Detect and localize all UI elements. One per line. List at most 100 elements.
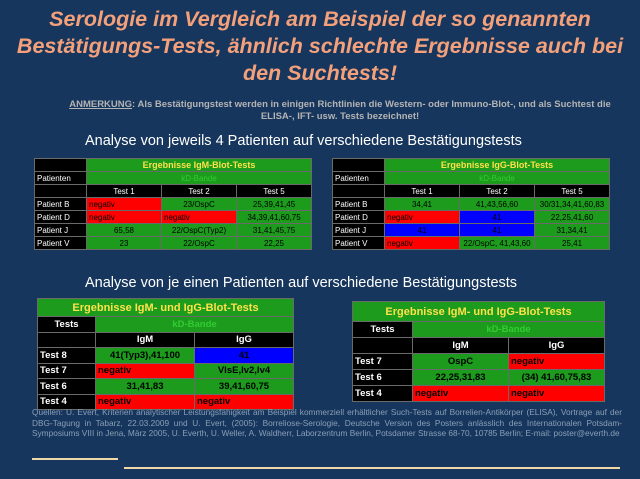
row-label: Patient J	[332, 223, 385, 237]
table-row: Test 6 31,41,83 39,41,60,75	[37, 378, 294, 395]
result-cell: negativ	[95, 393, 195, 410]
table-caption: Ergebnisse IgM- und IgG-Blot-Tests	[352, 301, 605, 322]
table-row: Test 8 41(Typ3),41,100 41	[37, 347, 294, 364]
table-row: Patient B 34,41 41,43,56,60 30/31,34,41,60,…	[332, 197, 611, 211]
result-cell: 22/OspC, 41,43,60	[459, 236, 535, 250]
table-row: Test 4 negativ negativ	[352, 385, 605, 402]
patients-label: Patienten	[34, 171, 87, 185]
igm-igg-blot-table-1: Ergebnisse IgM- und IgG-Blot-Tests Tests…	[37, 298, 294, 410]
row-label: Patient D	[332, 210, 385, 224]
row-label: Patient D	[34, 210, 87, 224]
result-cell: 34,41	[384, 197, 460, 211]
row-label: Test 6	[352, 369, 413, 386]
result-cell: negativ	[508, 353, 605, 370]
result-cell: negativ	[86, 210, 162, 224]
result-cell: 41,43,56,60	[459, 197, 535, 211]
table-row: Test 7 negativ VlsE,lv2,lv4	[37, 362, 294, 379]
column-header: Test 1	[86, 184, 162, 198]
slide-title: Serologie im Vergleich am Beispiel der s…	[16, 7, 624, 85]
result-cell: 41	[384, 223, 460, 237]
note-label: ANMERKUNG	[69, 99, 133, 110]
result-cell: 39,41,60,75	[194, 378, 294, 395]
table-row: Test 7 OspC negativ	[352, 353, 605, 370]
section-heading-2: Analyse von je einen Patienten auf versc…	[85, 275, 518, 291]
column-header: Test 1	[384, 184, 460, 198]
result-cell: negativ	[384, 236, 460, 250]
patients-label: Patienten	[332, 171, 385, 185]
row-label: Test 4	[352, 385, 413, 402]
result-cell: 22/OspC	[161, 236, 237, 250]
column-header: IgM	[412, 337, 509, 354]
result-cell: 41(Typ3),41,100	[95, 347, 195, 364]
row-label: Test 8	[37, 347, 96, 364]
row-label: Test 6	[37, 378, 96, 395]
note-text: : Als Bestätigungstest werden in einigen…	[132, 99, 611, 122]
row-label: Patient V	[34, 236, 87, 250]
result-cell: 25,41	[533, 236, 611, 250]
igm-blot-table: Ergebnisse IgM-Blot-Tests Patienten kD-Ba…	[34, 158, 313, 250]
result-cell: negativ	[86, 197, 162, 211]
result-cell: 25,39,41,45	[235, 197, 313, 211]
result-cell: 23	[86, 236, 162, 250]
column-header: Test 2	[161, 184, 237, 198]
annotation-note: ANMERKUNG: Als Bestätigungstest werden i…	[60, 99, 620, 123]
footer-rule-left	[32, 458, 118, 460]
table-row: Patient J 65,58 22/OspC(Typ2) 31,41,45,75	[34, 223, 313, 237]
table-row: Patient J 41 41 31,34,41	[332, 223, 611, 237]
result-cell: (34) 41,60,75,83	[508, 369, 605, 386]
igg-blot-table: Ergebnisse IgG-Blot-Tests Patienten kD-Ba…	[332, 158, 611, 250]
result-cell: negativ	[161, 210, 237, 224]
column-header: Test 5	[533, 184, 611, 198]
row-label: Patient B	[34, 197, 87, 211]
result-cell: 65,58	[86, 223, 162, 237]
column-header: Test 2	[459, 184, 535, 198]
section-heading-1: Analyse von jeweils 4 Patienten auf vers…	[85, 133, 522, 149]
result-cell: negativ	[412, 385, 509, 402]
result-cell: negativ	[95, 362, 195, 379]
result-cell: 41	[459, 210, 535, 224]
table-row: Patient V 23 22/OspC 22,25	[34, 236, 313, 250]
result-cell: 41	[194, 347, 294, 364]
row-label: Test 7	[37, 362, 96, 379]
column-header: IgG	[508, 337, 605, 354]
footer-rule-right	[124, 467, 620, 469]
row-label: Patient B	[332, 197, 385, 211]
kd-band-label: kD-Bande	[85, 171, 313, 185]
table-caption: Ergebnisse IgM- und IgG-Blot-Tests	[37, 298, 294, 317]
result-cell: 30/31,34,41,60,83	[533, 197, 611, 211]
result-cell: 22,25,31,83	[412, 369, 509, 386]
table-row: Test 4 negativ negativ	[37, 393, 294, 410]
column-header: IgG	[194, 331, 294, 348]
result-cell: 22/OspC(Typ2)	[161, 223, 237, 237]
kd-band-label: kD-Bande	[383, 171, 611, 185]
table-caption: Ergebnisse IgG-Blot-Tests	[383, 158, 611, 172]
result-cell: negativ	[384, 210, 460, 224]
kd-band-label: kD-Bande	[95, 316, 294, 333]
sources-text: Quellen: U. Evert, Kriterien analytische…	[32, 407, 622, 438]
column-header: Test 5	[235, 184, 313, 198]
row-label: Test 7	[352, 353, 413, 370]
column-header: IgM	[95, 331, 195, 348]
igm-igg-blot-table-2: Ergebnisse IgM- und IgG-Blot-Tests Tests…	[352, 301, 605, 402]
result-cell: 22,25	[235, 236, 313, 250]
row-label: Patient V	[332, 236, 385, 250]
result-cell: 41	[459, 223, 535, 237]
row-label: Patient J	[34, 223, 87, 237]
result-cell: 31,41,83	[95, 378, 195, 395]
result-cell: 31,41,45,75	[235, 223, 313, 237]
result-cell: 34,39,41,60,75	[235, 210, 313, 224]
table-caption: Ergebnisse IgM-Blot-Tests	[85, 158, 313, 172]
result-cell: OspC	[412, 353, 509, 370]
tests-label: Tests	[37, 316, 96, 333]
result-cell: 31,34,41	[533, 223, 611, 237]
row-label: Test 4	[37, 393, 96, 410]
result-cell: negativ	[194, 393, 294, 410]
result-cell: 23/OspC	[161, 197, 237, 211]
result-cell: negativ	[508, 385, 605, 402]
result-cell: 22,25,41,60	[533, 210, 611, 224]
table-row: Test 6 22,25,31,83 (34) 41,60,75,83	[352, 369, 605, 386]
